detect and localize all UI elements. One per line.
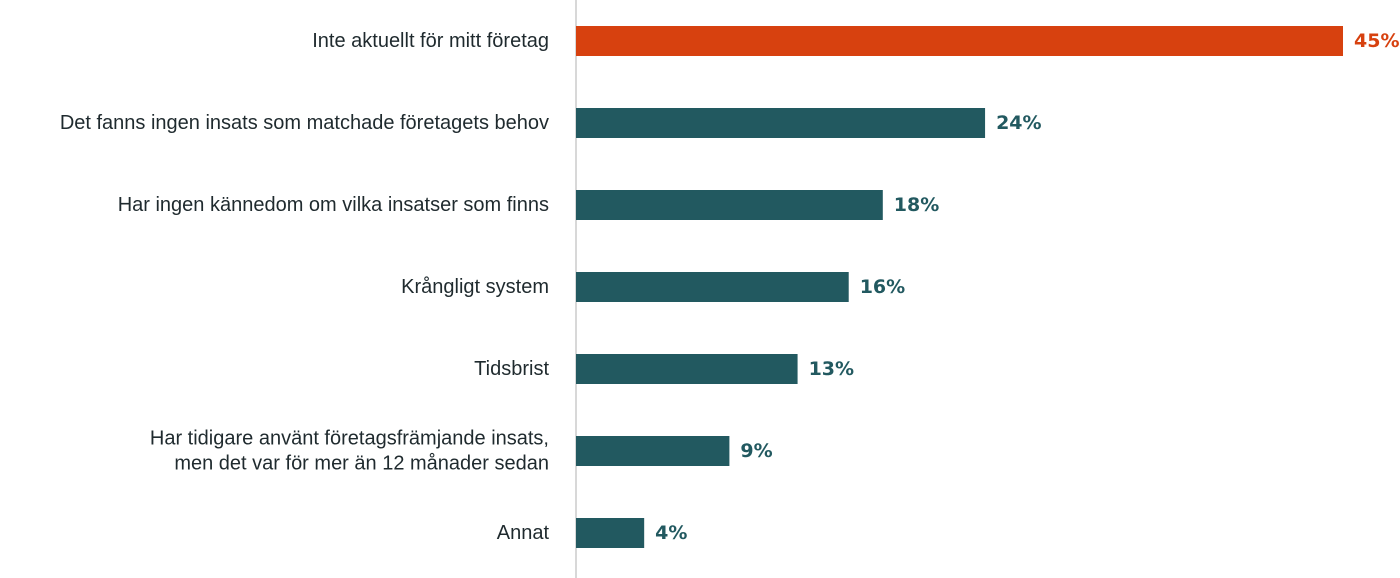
bars-group: 45% Inte aktuellt för mitt företag 24% Det … <box>60 26 1399 548</box>
bar-4 <box>576 272 849 302</box>
category-label-5: Tidsbrist <box>474 358 549 380</box>
value-label-3: 18% <box>894 194 939 216</box>
category-label-3: Har ingen kännedom om vilka insatser som… <box>118 194 549 216</box>
value-label-5: 13% <box>809 358 854 380</box>
value-label-6: 9% <box>740 440 772 462</box>
value-label-7: 4% <box>655 522 687 544</box>
category-label-6-line-1: Har tidigare använt företagsfrämjande in… <box>150 428 549 450</box>
value-label-2: 24% <box>996 112 1041 134</box>
category-label-1: Inte aktuellt för mitt företag <box>312 30 549 52</box>
category-label-4: Krångligt system <box>401 276 549 298</box>
category-label-6-line-2: men det var för mer än 12 månader sedan <box>174 453 549 475</box>
bar-5 <box>576 354 798 384</box>
category-label-2: Det fanns ingen insats som matchade före… <box>60 112 549 134</box>
bar-6 <box>576 436 730 466</box>
category-label-7: Annat <box>497 522 550 544</box>
value-label-1: 45% <box>1354 30 1399 52</box>
bar-2 <box>576 108 986 138</box>
bar-7 <box>576 518 645 548</box>
value-label-4: 16% <box>860 276 905 298</box>
bar-1 <box>576 26 1343 56</box>
bar-3 <box>576 190 883 220</box>
